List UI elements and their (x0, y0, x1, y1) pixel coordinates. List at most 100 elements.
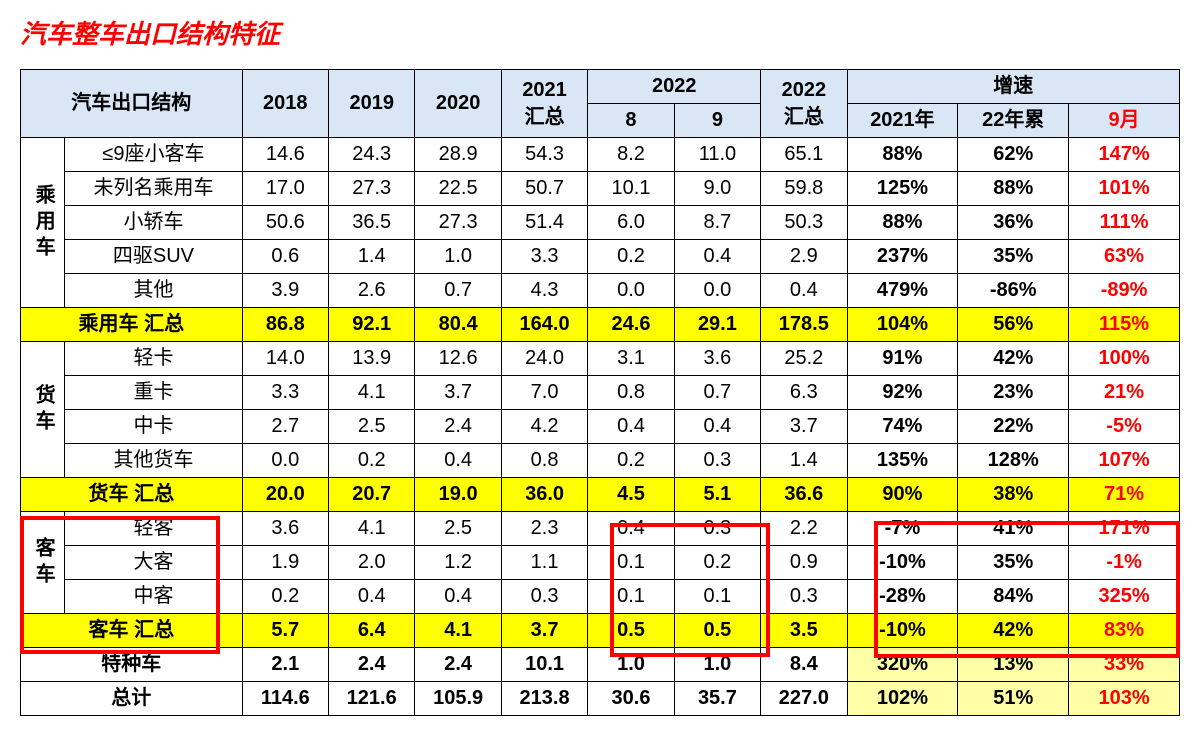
table-cell: 135% (847, 444, 958, 478)
header-2020: 2020 (415, 70, 501, 138)
table-cell: 3.7 (761, 410, 847, 444)
table-cell: 88% (847, 206, 958, 240)
table-cell: 3.5 (761, 614, 847, 648)
category-label: 货车 (21, 342, 65, 478)
table-cell: 0.0 (674, 274, 760, 308)
row-label: 重卡 (65, 376, 242, 410)
table-cell: 24.3 (329, 138, 415, 172)
table-cell: 0.5 (674, 614, 760, 648)
row-label: 其他 (65, 274, 242, 308)
table-cell: 102% (847, 682, 958, 716)
table-cell: 0.3 (501, 580, 587, 614)
table-row: 未列名乘用车17.027.322.550.710.19.059.8125%88%… (21, 172, 1180, 206)
table-cell: 8.4 (761, 648, 847, 682)
table-cell: 325% (1069, 580, 1180, 614)
table-cell: 88% (958, 172, 1069, 206)
table-cell: 25.2 (761, 342, 847, 376)
table-cell: 115% (1069, 308, 1180, 342)
table-cell: 13% (958, 648, 1069, 682)
table-cell: 1.2 (415, 546, 501, 580)
table-cell: 24.6 (588, 308, 674, 342)
header-g-sep: 9月 (1069, 104, 1180, 138)
table-cell: 35% (958, 240, 1069, 274)
table-cell: 0.8 (588, 376, 674, 410)
table-cell: 164.0 (501, 308, 587, 342)
table-cell: 50.7 (501, 172, 587, 206)
header-m9: 9 (674, 104, 760, 138)
table-cell: 479% (847, 274, 958, 308)
table-cell: 35.7 (674, 682, 760, 716)
table-cell: 17.0 (242, 172, 328, 206)
table-cell: 1.0 (415, 240, 501, 274)
table-cell: 0.7 (415, 274, 501, 308)
table-cell: 1.4 (761, 444, 847, 478)
table-cell: 6.3 (761, 376, 847, 410)
table-cell: 4.1 (329, 376, 415, 410)
table-cell: 42% (958, 614, 1069, 648)
table-cell: 0.4 (761, 274, 847, 308)
table-cell: 23% (958, 376, 1069, 410)
row-label: ≤9座小客车 (65, 138, 242, 172)
table-cell: 121.6 (329, 682, 415, 716)
row-label: 其他货车 (65, 444, 242, 478)
table-cell: 1.9 (242, 546, 328, 580)
table-cell: -28% (847, 580, 958, 614)
table-cell: 0.9 (761, 546, 847, 580)
table-cell: 62% (958, 138, 1069, 172)
header-row-1: 汽车出口结构 2018 2019 2020 2021 汇总 2022 2022 … (21, 70, 1180, 104)
table-cell: 59.8 (761, 172, 847, 206)
table-cell: 80.4 (415, 308, 501, 342)
table-cell: 63% (1069, 240, 1180, 274)
table-cell: -7% (847, 512, 958, 546)
table-cell: 1.0 (674, 648, 760, 682)
table-cell: 0.4 (674, 240, 760, 274)
table-cell: 0.2 (242, 580, 328, 614)
table-cell: 92.1 (329, 308, 415, 342)
table-cell: 30.6 (588, 682, 674, 716)
table-cell: 2.2 (761, 512, 847, 546)
page-title: 汽车整车出口结构特征 (20, 14, 1180, 51)
table-cell: 3.9 (242, 274, 328, 308)
table-row: 重卡3.34.13.77.00.80.76.392%23%21% (21, 376, 1180, 410)
table-cell: 22.5 (415, 172, 501, 206)
table-row: 大客1.92.01.21.10.10.20.9-10%35%-1% (21, 546, 1180, 580)
table-cell: 4.2 (501, 410, 587, 444)
table-cell: 0.3 (674, 512, 760, 546)
table-row: 货车 汇总20.020.719.036.04.55.136.690%38%71% (21, 478, 1180, 512)
table-cell: 7.0 (501, 376, 587, 410)
header-group: 汽车出口结构 (21, 70, 243, 138)
row-label: 货车 汇总 (21, 478, 243, 512)
table-cell: -5% (1069, 410, 1180, 444)
table-cell: 105.9 (415, 682, 501, 716)
table-cell: 114.6 (242, 682, 328, 716)
row-label: 客车 汇总 (21, 614, 243, 648)
table-cell: 51% (958, 682, 1069, 716)
table-cell: 0.0 (242, 444, 328, 478)
table-cell: 0.2 (674, 546, 760, 580)
table-cell: 36% (958, 206, 1069, 240)
table-cell: 28.9 (415, 138, 501, 172)
table-cell: 4.5 (588, 478, 674, 512)
table-cell: 27.3 (329, 172, 415, 206)
table-cell: -1% (1069, 546, 1180, 580)
row-label: 特种车 (21, 648, 243, 682)
table-cell: 21% (1069, 376, 1180, 410)
table-cell: 3.6 (674, 342, 760, 376)
header-2022: 2022 (588, 70, 761, 104)
header-g22cum: 22年累 (958, 104, 1069, 138)
table-cell: 11.0 (674, 138, 760, 172)
header-2018: 2018 (242, 70, 328, 138)
table-cell: 4.1 (329, 512, 415, 546)
table-cell: 0.4 (674, 410, 760, 444)
table-cell: 0.4 (588, 410, 674, 444)
table-cell: 2.4 (415, 648, 501, 682)
table-cell: 42% (958, 342, 1069, 376)
export-structure-table: 汽车出口结构 2018 2019 2020 2021 汇总 2022 2022 … (20, 69, 1180, 716)
table-cell: 36.5 (329, 206, 415, 240)
header-2021sum: 2021 汇总 (501, 70, 587, 138)
table-row: 货车轻卡14.013.912.624.03.13.625.291%42%100% (21, 342, 1180, 376)
table-cell: 104% (847, 308, 958, 342)
table-cell: 50.6 (242, 206, 328, 240)
table-cell: 0.1 (588, 580, 674, 614)
table-cell: 86.8 (242, 308, 328, 342)
